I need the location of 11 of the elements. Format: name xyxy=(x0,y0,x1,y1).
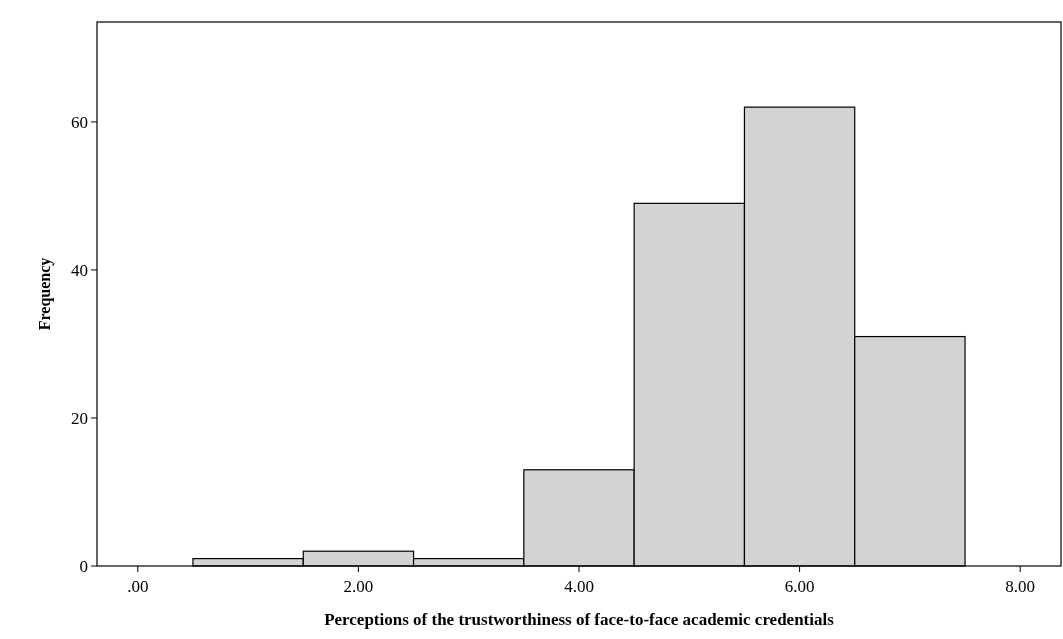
x-tick-label: 6.00 xyxy=(784,577,815,596)
y-tick-label: 0 xyxy=(79,556,88,576)
x-tick-label: .00 xyxy=(127,577,149,596)
x-tick-label: 4.00 xyxy=(564,577,594,596)
y-axis-title: Frequency xyxy=(36,257,54,331)
y-tick-label: 60 xyxy=(71,112,88,132)
y-tick-label: 20 xyxy=(71,408,88,428)
x-tick-label: 8.00 xyxy=(1005,577,1036,596)
y-tick-label: 40 xyxy=(71,260,88,280)
x-tick-label: 2.00 xyxy=(343,577,374,596)
x-axis-title: Perceptions of the trustworthiness of face-to-face academic credentials xyxy=(324,610,835,629)
